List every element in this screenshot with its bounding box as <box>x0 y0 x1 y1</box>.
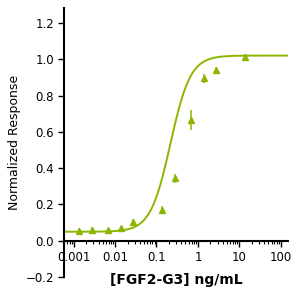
X-axis label: [FGF2-G3] ng/mL: [FGF2-G3] ng/mL <box>110 273 243 286</box>
Y-axis label: Normalized Response: Normalized Response <box>8 75 21 210</box>
